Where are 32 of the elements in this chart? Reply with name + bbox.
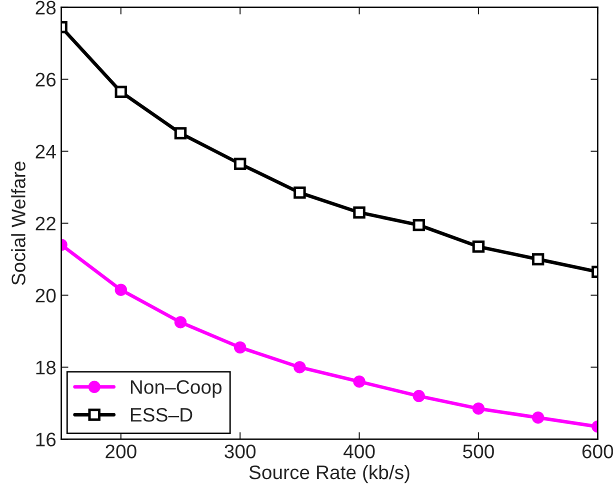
x-axis-title: Source Rate (kb/s) xyxy=(249,464,410,484)
y-tick-label: 20 xyxy=(36,288,56,302)
point xyxy=(353,376,366,388)
point xyxy=(234,341,246,354)
y-tick-label: 22 xyxy=(36,216,56,230)
point xyxy=(174,127,187,140)
y-tick-label: 16 xyxy=(36,432,56,446)
point xyxy=(234,158,246,170)
x-tick-label: 300 xyxy=(224,444,256,458)
x-tick-label: 600 xyxy=(582,444,613,458)
y-tick-label: 24 xyxy=(36,144,56,158)
point xyxy=(412,218,425,232)
y-tick-label: 28 xyxy=(36,0,56,15)
point xyxy=(174,316,187,328)
point xyxy=(114,284,128,296)
x-tick-label: 400 xyxy=(344,444,375,458)
point xyxy=(532,411,544,424)
y-tick-label: 18 xyxy=(36,360,56,374)
point xyxy=(412,390,425,402)
point xyxy=(532,253,544,266)
legend-label: Non–Coop xyxy=(130,380,222,398)
legend-label: ESS–D xyxy=(130,408,192,422)
point xyxy=(294,361,306,374)
point xyxy=(472,240,485,253)
point xyxy=(472,402,485,415)
point xyxy=(353,206,366,219)
y-axis-title: Social Welfare xyxy=(11,162,26,285)
y-tick-label: 26 xyxy=(36,72,56,87)
point xyxy=(294,186,306,199)
point xyxy=(114,86,128,98)
x-tick-label: 200 xyxy=(106,444,136,458)
x-tick-label: 500 xyxy=(463,444,494,458)
